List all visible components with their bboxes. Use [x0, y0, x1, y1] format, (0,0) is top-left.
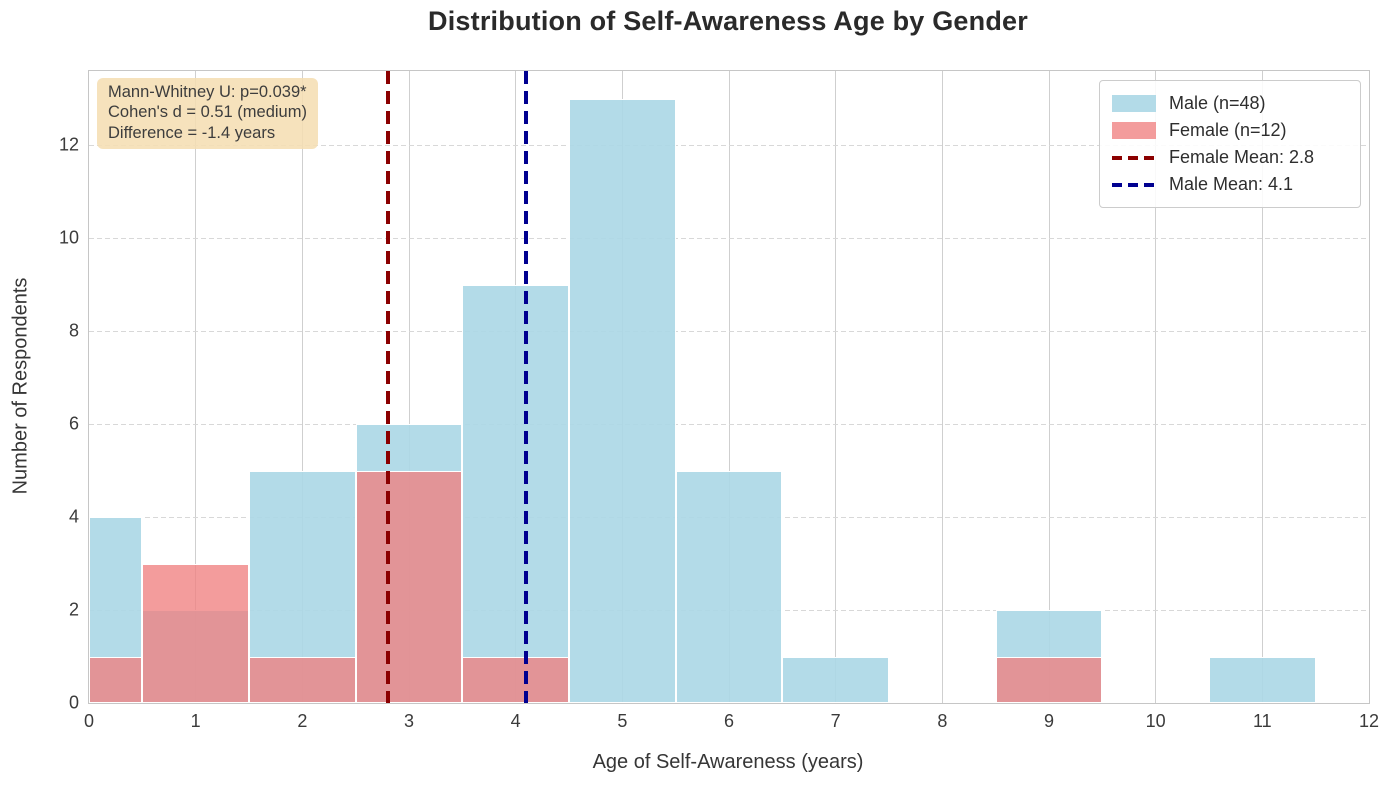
- bar-female-bin-3: [355, 470, 463, 703]
- stat-line-cohens-d: Cohen's d = 0.51 (medium): [108, 103, 307, 122]
- bar-female-bin-2: [249, 656, 356, 703]
- bar-female-bin-4: [462, 656, 569, 703]
- legend-item-female-mean: Female Mean: 2.8: [1112, 144, 1348, 171]
- y-tick-label-6: 6: [68, 413, 79, 434]
- gridline-vertical-7: [835, 71, 837, 703]
- bar-female-bin-9: [995, 656, 1103, 703]
- bar-male-bin-11: [1209, 656, 1316, 703]
- bar-male-bin-7: [782, 656, 889, 703]
- x-tick-label-6: 6: [723, 711, 735, 731]
- x-tick-label-5: 5: [617, 711, 628, 731]
- bar-male-bin-5: [569, 98, 676, 703]
- female-mean-line: [385, 71, 390, 703]
- y-tick-label-2: 2: [68, 599, 79, 620]
- x-tick-label-8: 8: [937, 711, 948, 731]
- legend-item-male-mean: Male Mean: 4.1: [1112, 171, 1348, 198]
- gridline-vertical-6: [728, 71, 730, 703]
- female-mean-dash-icon: [1112, 155, 1156, 160]
- stat-line-mann-whitney: Mann-Whitney U: p=0.039*: [108, 83, 307, 101]
- gridline-vertical-9: [1048, 71, 1050, 703]
- female-swatch-icon: [1112, 122, 1156, 139]
- y-tick-label-4: 4: [68, 506, 79, 527]
- male-mean-line: [524, 71, 529, 703]
- gridline-vertical-3: [408, 71, 410, 703]
- male-swatch-icon: [1112, 95, 1156, 112]
- x-axis-label: Age of Self-Awareness (years): [592, 751, 864, 773]
- stats-annotation-box: Mann-Whitney U: p=0.039* Cohen's d = 0.5…: [97, 78, 318, 150]
- y-tick-label-0: 0: [68, 692, 79, 713]
- x-tick-label-4: 4: [510, 711, 521, 731]
- male-mean-dash-icon: [1112, 182, 1156, 187]
- x-tick-label-1: 1: [190, 711, 201, 731]
- gridline-horizontal-10: [89, 237, 1369, 239]
- y-tick-label-8: 8: [68, 320, 79, 341]
- gridline-vertical-1: [195, 71, 197, 703]
- bar-male-bin-4: [462, 284, 569, 703]
- gridline-horizontal-8: [89, 330, 1369, 332]
- x-tick-label-10: 10: [1145, 711, 1166, 731]
- legend-label-female-mean: Female Mean: 2.8: [1169, 147, 1315, 167]
- bar-male-bin-6: [675, 470, 783, 703]
- legend-label-female: Female (n=12): [1169, 120, 1287, 140]
- bar-female-bin-1: [142, 563, 249, 703]
- y-tick-label-12: 12: [58, 134, 79, 155]
- x-tick-label-11: 11: [1252, 711, 1272, 731]
- x-tick-label-0: 0: [83, 711, 95, 731]
- y-tick-label-10: 10: [58, 227, 79, 248]
- x-tick-label-9: 9: [1043, 711, 1055, 731]
- legend-label-male: Male (n=48): [1169, 93, 1266, 113]
- legend-label-male-mean: Male Mean: 4.1: [1169, 174, 1294, 194]
- gridline-horizontal-12: [89, 144, 1369, 146]
- bar-female-bin-0: [89, 656, 143, 703]
- gridline-vertical-11: [1261, 71, 1263, 703]
- legend: Male (n=48) Female (n=12) Female Mean: 2…: [1099, 80, 1361, 208]
- x-tick-label-12: 12: [1358, 711, 1380, 731]
- x-tick-label-2: 2: [297, 711, 308, 731]
- x-tick-label-3: 3: [403, 711, 415, 731]
- legend-item-female: Female (n=12): [1112, 117, 1348, 144]
- gridline-vertical-2: [301, 71, 303, 703]
- gridline-vertical-10: [1155, 71, 1157, 703]
- legend-item-male: Male (n=48): [1112, 90, 1348, 117]
- gridline-vertical-8: [941, 71, 943, 703]
- stat-line-difference: Difference = -1.4 years: [108, 123, 276, 142]
- x-tick-label-7: 7: [830, 711, 841, 731]
- chart-title: Distribution of Self-Awareness Age by Ge…: [428, 6, 1028, 36]
- y-axis-label: Number of Respondents: [9, 277, 32, 495]
- gridline-horizontal-6: [89, 423, 1369, 425]
